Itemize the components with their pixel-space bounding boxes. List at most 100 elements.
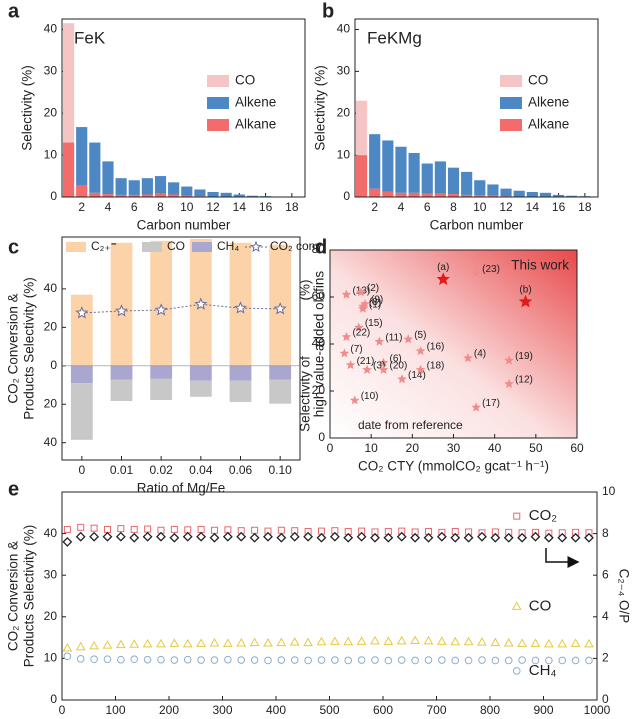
x-axis-label: CO₂ CTY (mmolCO₂ gcat⁻¹ h⁻¹) [358,459,549,474]
legend-swatch [207,75,229,87]
bar [500,188,512,197]
marker [102,640,113,649]
bar [461,171,473,195]
marker [222,638,233,647]
legend-swatch [192,242,212,252]
bar [89,192,101,197]
marker [117,525,125,533]
marker [115,639,126,649]
legend-label: CO [529,597,552,614]
bar [150,365,173,379]
x-tick-label: 500 [319,703,339,717]
bar [150,378,173,401]
marker [63,652,72,661]
marker [543,638,554,648]
marker [397,656,406,664]
legend-label: CH₄ [217,239,239,253]
bar [369,188,381,197]
bar [395,192,407,197]
marker [331,656,339,664]
marker [130,655,139,664]
marker [303,637,313,647]
marker [463,532,474,543]
panel-label: b [322,0,334,22]
x-tick-label: 14 [526,200,540,214]
marker [436,531,447,542]
bar [76,127,88,186]
marker [209,532,220,543]
bar [461,194,473,197]
y-tick-label: 20 [44,320,58,334]
x-tick-label: 14 [233,200,247,214]
legend-label: Alkene [528,95,569,110]
bar [207,191,219,197]
star-marker [341,289,352,299]
x-tick-label: 0.10 [268,463,292,477]
y-tick-label: 20 [312,383,326,397]
bar [246,195,259,197]
marker [197,525,205,533]
marker [276,532,287,543]
marker [196,638,206,647]
x-tick-label: 900 [533,703,553,717]
y2-tick-label: 4 [602,609,609,623]
marker [370,635,380,645]
marker [410,635,420,645]
bar [189,365,212,381]
star-marker [115,304,128,317]
x-tick-label: 800 [480,703,500,717]
point-label: (20) [390,360,408,371]
marker [156,531,166,542]
star-marker [504,378,514,388]
marker [451,656,460,665]
bar [513,190,525,197]
bar [181,186,193,196]
y-tick-label: 0 [318,430,325,444]
marker [503,638,514,647]
marker [504,656,513,665]
bar [128,180,140,195]
bar [150,240,173,366]
legend-swatch [207,97,229,109]
star-marker [397,374,407,384]
marker [329,531,340,542]
star-marker [234,301,247,314]
point-label: (12) [515,375,533,386]
bar [154,176,167,194]
bar [233,194,245,197]
x-tick-label: 200 [159,703,179,717]
plot-frame [354,18,599,198]
marker [237,656,246,664]
y2-axis-label: C₂₋₄ O/P [616,569,631,624]
star-marker [415,364,426,374]
marker [518,656,526,664]
point-label: (19) [515,351,533,362]
y-tick-label: 0 [50,692,57,706]
marker [182,638,193,648]
star-marker [471,268,481,278]
marker [557,532,568,543]
bar [102,194,114,197]
bar [434,161,446,194]
legend-label: Alkene [235,95,276,110]
marker [423,532,434,543]
bar [189,380,212,397]
marker [142,638,153,648]
bar [447,167,460,195]
y2-tick-label: 6 [602,567,609,581]
x-tick-label: 0.04 [189,463,213,477]
bar [115,194,127,197]
y-tick-label: 20 [337,105,351,119]
marker [530,638,541,647]
panel-d-background [330,250,577,438]
y-tick-label: 30 [44,567,58,581]
x-tick-label: 50 [529,441,543,455]
bar [110,365,133,380]
x-tick-label: 16 [552,200,566,214]
marker [62,642,73,652]
marker [317,656,326,664]
y-tick-label: 40 [312,336,326,350]
marker [384,656,393,665]
y-axis-label: Selectivity (%) [313,65,328,151]
marker [584,638,594,648]
